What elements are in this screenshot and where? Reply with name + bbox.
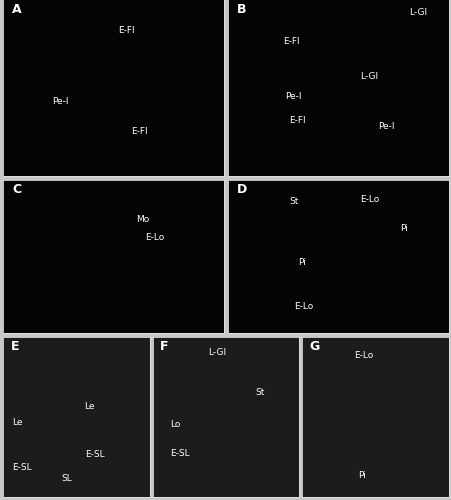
Text: A: A <box>12 2 22 16</box>
Text: Pe-l: Pe-l <box>285 92 301 100</box>
Text: Pe-l: Pe-l <box>377 122 394 131</box>
Text: L-Gl: L-Gl <box>208 348 226 357</box>
Text: Le: Le <box>12 418 23 428</box>
Text: E-SL: E-SL <box>170 449 189 458</box>
Text: Pi: Pi <box>357 471 365 480</box>
Text: E-Lo: E-Lo <box>144 234 164 242</box>
Text: St: St <box>289 197 298 206</box>
Text: E-Fl: E-Fl <box>282 36 299 46</box>
Text: E-Fl: E-Fl <box>131 127 148 136</box>
Text: Pe-l: Pe-l <box>52 97 68 106</box>
Text: E-SL: E-SL <box>12 463 32 472</box>
Text: SL: SL <box>62 474 72 484</box>
Text: E-Fl: E-Fl <box>118 26 134 35</box>
Text: F: F <box>160 340 168 352</box>
Text: E-Lo: E-Lo <box>293 302 313 311</box>
Text: E-Lo: E-Lo <box>353 351 372 360</box>
Text: D: D <box>236 182 246 196</box>
Text: Mo: Mo <box>136 215 149 224</box>
Text: Lo: Lo <box>170 420 180 429</box>
Text: Le: Le <box>83 402 94 411</box>
Text: L-Gl: L-Gl <box>359 72 377 81</box>
Text: E: E <box>10 340 19 352</box>
Text: B: B <box>236 2 245 16</box>
Text: G: G <box>309 340 319 352</box>
Text: E-Fl: E-Fl <box>289 116 305 126</box>
Text: Pi: Pi <box>399 224 407 234</box>
Text: St: St <box>255 388 264 397</box>
Text: E-Lo: E-Lo <box>359 196 379 204</box>
Text: L-Gl: L-Gl <box>408 8 426 17</box>
Text: E-SL: E-SL <box>85 450 105 460</box>
Text: Pi: Pi <box>298 258 305 267</box>
Text: C: C <box>12 182 21 196</box>
